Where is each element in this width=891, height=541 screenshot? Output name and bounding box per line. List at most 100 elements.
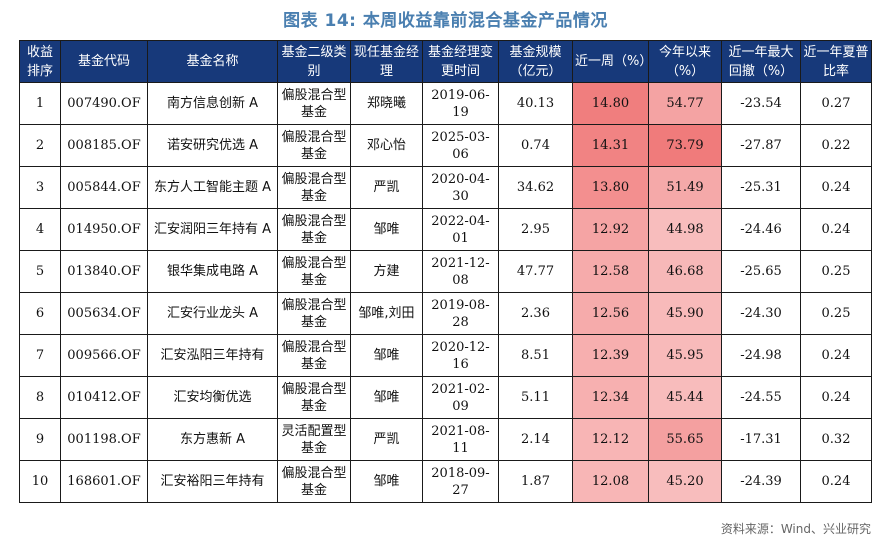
date-cell: 2020-12-16: [422, 334, 499, 377]
date-cell: 2022-04-01: [422, 208, 499, 251]
week-return-cell: 13.80: [572, 166, 649, 209]
ytd-return-cell: 73.79: [648, 124, 722, 167]
ytd-return-cell: 45.90: [648, 292, 722, 335]
week-return-cell: 12.08: [572, 460, 649, 503]
date-cell: 2025-03-06: [422, 124, 499, 167]
column-header: 收益排序: [19, 40, 61, 83]
rank-cell: 4: [19, 208, 61, 251]
name-cell: 汇安泓阳三年持有: [147, 334, 278, 377]
scale-cell: 2.14: [498, 418, 573, 461]
sharpe-cell: 0.24: [800, 208, 872, 251]
code-cell: 007490.OF: [60, 82, 148, 125]
ytd-return-cell: 45.95: [648, 334, 722, 377]
date-cell: 2021-08-11: [422, 418, 499, 461]
scale-cell: 47.77: [498, 250, 573, 293]
scale-cell: 40.13: [498, 82, 573, 125]
sharpe-cell: 0.24: [800, 460, 872, 503]
manager-cell: 邹唯: [350, 376, 423, 419]
table-header: 收益排序 基金代码 基金名称 基金二级类别 现任基金经理 基金经理变更时间 基金规模（亿元）…: [19, 40, 872, 83]
table-row: 2 008185.OF 诺安研究优选 A 偏股混合型基金 邓心怡 2025-03-06 0.…: [19, 124, 872, 167]
rank-cell: 1: [19, 82, 61, 125]
week-return-cell: 14.31: [572, 124, 649, 167]
type-cell: 偏股混合型基金: [277, 250, 351, 293]
week-return-cell: 12.58: [572, 250, 649, 293]
date-cell: 2021-02-09: [422, 376, 499, 419]
code-cell: 005844.OF: [60, 166, 148, 209]
manager-cell: 邹唯: [350, 460, 423, 503]
column-header: 基金二级类别: [277, 40, 351, 83]
sharpe-cell: 0.24: [800, 376, 872, 419]
table-row: 7 009566.OF 汇安泓阳三年持有 偏股混合型基金 邹唯 2020-12-16 8.5…: [19, 334, 872, 377]
rank-cell: 7: [19, 334, 61, 377]
scale-cell: 2.36: [498, 292, 573, 335]
type-cell: 偏股混合型基金: [277, 460, 351, 503]
ytd-return-cell: 45.20: [648, 460, 722, 503]
column-header: 今年以来（%）: [648, 40, 722, 83]
date-cell: 2020-04-30: [422, 166, 499, 209]
table-row: 6 005634.OF 汇安行业龙头 A 偏股混合型基金 邹唯,刘田 2019-08-28…: [19, 292, 872, 335]
column-header: 近一年最大回撤（%）: [721, 40, 801, 83]
ytd-return-cell: 54.77: [648, 82, 722, 125]
manager-cell: 严凯: [350, 418, 423, 461]
sharpe-cell: 0.24: [800, 166, 872, 209]
column-header: 基金规模（亿元）: [498, 40, 573, 83]
column-header: 基金名称: [147, 40, 278, 83]
week-return-cell: 14.80: [572, 82, 649, 125]
name-cell: 汇安行业龙头 A: [147, 292, 278, 335]
max-drawdown-cell: -24.39: [721, 460, 801, 503]
fund-table: 收益排序 基金代码 基金名称 基金二级类别 现任基金经理 基金经理变更时间 基金规模（亿元）…: [19, 40, 872, 503]
ytd-return-cell: 45.44: [648, 376, 722, 419]
table-row: 4 014950.OF 汇安润阳三年持有 A 偏股混合型基金 邹唯 2022-04-01 2…: [19, 208, 872, 251]
type-cell: 偏股混合型基金: [277, 292, 351, 335]
rank-cell: 2: [19, 124, 61, 167]
table-row: 9 001198.OF 东方惠新 A 灵活配置型基金 严凯 2021-08-11 2.14 1…: [19, 418, 872, 461]
sharpe-cell: 0.22: [800, 124, 872, 167]
scale-cell: 5.11: [498, 376, 573, 419]
type-cell: 偏股混合型基金: [277, 166, 351, 209]
name-cell: 东方惠新 A: [147, 418, 278, 461]
chart-title: 图表 14: 本周收益靠前混合基金产品情况: [283, 11, 608, 31]
max-drawdown-cell: -24.55: [721, 376, 801, 419]
rank-cell: 3: [19, 166, 61, 209]
type-cell: 偏股混合型基金: [277, 208, 351, 251]
rank-cell: 9: [19, 418, 61, 461]
week-return-cell: 12.39: [572, 334, 649, 377]
sharpe-cell: 0.27: [800, 82, 872, 125]
scale-cell: 34.62: [498, 166, 573, 209]
table-row: 3 005844.OF 东方人工智能主题 A 偏股混合型基金 严凯 2020-04-30 3…: [19, 166, 872, 209]
name-cell: 南方信息创新 A: [147, 82, 278, 125]
code-cell: 168601.OF: [60, 460, 148, 503]
code-cell: 001198.OF: [60, 418, 148, 461]
date-cell: 2019-08-28: [422, 292, 499, 335]
manager-cell: 邹唯,刘田: [350, 292, 423, 335]
type-cell: 灵活配置型基金: [277, 418, 351, 461]
sharpe-cell: 0.24: [800, 334, 872, 377]
code-cell: 008185.OF: [60, 124, 148, 167]
rank-cell: 6: [19, 292, 61, 335]
manager-cell: 邹唯: [350, 208, 423, 251]
date-cell: 2019-06-19: [422, 82, 499, 125]
manager-cell: 邓心怡: [350, 124, 423, 167]
type-cell: 偏股混合型基金: [277, 376, 351, 419]
type-cell: 偏股混合型基金: [277, 334, 351, 377]
name-cell: 汇安润阳三年持有 A: [147, 208, 278, 251]
table-body: 1 007490.OF 南方信息创新 A 偏股混合型基金 郑晓曦 2019-06-19 40…: [19, 82, 872, 503]
column-header: 近一周（%）: [572, 40, 649, 83]
name-cell: 东方人工智能主题 A: [147, 166, 278, 209]
ytd-return-cell: 55.65: [648, 418, 722, 461]
date-cell: 2018-09-27: [422, 460, 499, 503]
code-cell: 014950.OF: [60, 208, 148, 251]
ytd-return-cell: 51.49: [648, 166, 722, 209]
table-row: 10 168601.OF 汇安裕阳三年持有 偏股混合型基金 邹唯 2018-09-27 1.…: [19, 460, 872, 503]
column-header: 基金经理变更时间: [422, 40, 499, 83]
code-cell: 005634.OF: [60, 292, 148, 335]
max-drawdown-cell: -23.54: [721, 82, 801, 125]
type-cell: 偏股混合型基金: [277, 82, 351, 125]
column-header: 现任基金经理: [350, 40, 423, 83]
ytd-return-cell: 46.68: [648, 250, 722, 293]
table-row: 1 007490.OF 南方信息创新 A 偏股混合型基金 郑晓曦 2019-06-19 40…: [19, 82, 872, 125]
name-cell: 汇安裕阳三年持有: [147, 460, 278, 503]
rank-cell: 10: [19, 460, 61, 503]
header-row: 收益排序 基金代码 基金名称 基金二级类别 现任基金经理 基金经理变更时间 基金规模（亿元）…: [19, 40, 872, 83]
name-cell: 诺安研究优选 A: [147, 124, 278, 167]
